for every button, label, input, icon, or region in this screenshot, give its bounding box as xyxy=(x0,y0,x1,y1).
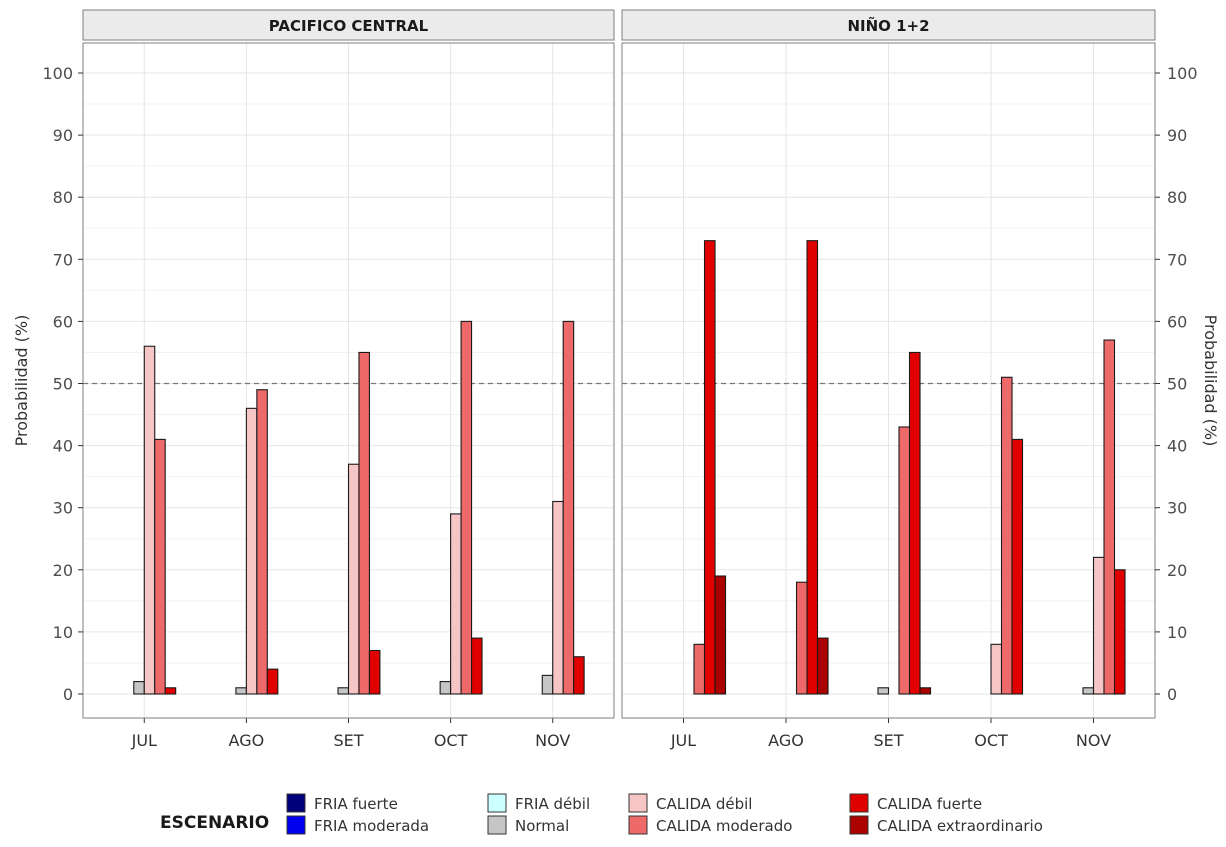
bar xyxy=(806,240,819,695)
bar xyxy=(990,643,1003,695)
legend-swatch xyxy=(286,793,306,813)
panel-strip xyxy=(621,9,1156,41)
bar xyxy=(1103,339,1116,695)
y-tick-label-left: 50 xyxy=(53,375,73,394)
bar xyxy=(133,681,145,695)
bar xyxy=(235,687,247,695)
y-tick-label-right: 10 xyxy=(1167,623,1187,642)
legend-label: CALIDA fuerte xyxy=(877,795,982,813)
x-tick-label: AGO xyxy=(229,731,265,750)
x-tick-label: JUL xyxy=(131,731,157,750)
bar xyxy=(245,407,258,695)
legend-label: FRIA fuerte xyxy=(314,795,398,813)
legend-swatch xyxy=(849,793,869,813)
y-tick-label-right: 70 xyxy=(1167,250,1187,269)
y-tick-label-right: 100 xyxy=(1167,64,1198,83)
bar xyxy=(562,320,575,695)
panel-title: PACIFICO CENTRAL xyxy=(269,17,429,35)
legend-label: CALIDA extraordinario xyxy=(877,817,1043,835)
x-tick-label: SET xyxy=(873,731,903,750)
bar xyxy=(541,674,554,695)
y-axis-title-right: Probabilidad (%) xyxy=(1201,315,1220,447)
bar xyxy=(703,240,716,695)
x-tick-label: NOV xyxy=(535,731,570,750)
y-tick-label-right: 40 xyxy=(1167,437,1187,456)
bar xyxy=(368,649,381,695)
y-tick-label-right: 90 xyxy=(1167,126,1187,145)
bar xyxy=(1113,569,1126,695)
y-tick-label-left: 60 xyxy=(53,312,73,331)
legend-label: CALIDA débil xyxy=(656,795,752,813)
y-tick-label-left: 10 xyxy=(53,623,73,642)
x-tick-label: JUL xyxy=(670,731,696,750)
legend-label: CALIDA moderado xyxy=(656,817,792,835)
bar xyxy=(439,681,452,695)
y-tick-label-right: 20 xyxy=(1167,561,1187,580)
legend-title: ESCENARIO xyxy=(160,813,269,833)
legend-label: Normal xyxy=(515,817,569,835)
y-tick-label-left: 90 xyxy=(53,126,73,145)
bar xyxy=(573,656,585,695)
bar xyxy=(460,320,473,695)
bar xyxy=(816,637,829,695)
bar xyxy=(337,687,350,695)
x-tick-label: NOV xyxy=(1076,731,1111,750)
y-tick-label-left: 20 xyxy=(53,561,73,580)
bar xyxy=(898,426,911,695)
panel-border xyxy=(82,42,615,719)
bar xyxy=(347,463,360,695)
legend-label: FRIA débil xyxy=(515,795,590,813)
bar xyxy=(164,687,177,695)
bar xyxy=(1000,376,1013,695)
bar xyxy=(1092,556,1105,695)
y-tick-label-right: 30 xyxy=(1167,499,1187,518)
legend-swatch xyxy=(628,815,648,835)
bar xyxy=(266,668,279,695)
legend-swatch xyxy=(628,793,648,813)
bar xyxy=(552,500,564,695)
legend-label: FRIA moderada xyxy=(314,817,429,835)
y-tick-label-left: 30 xyxy=(53,499,73,518)
y-tick-label-left: 70 xyxy=(53,250,73,269)
bar xyxy=(714,575,727,695)
legend-swatch xyxy=(487,793,507,813)
x-tick-label: OCT xyxy=(974,731,1008,750)
x-tick-label: SET xyxy=(333,731,363,750)
panel-border xyxy=(621,42,1156,719)
y-tick-label-right: 60 xyxy=(1167,312,1187,331)
bar xyxy=(1011,438,1024,695)
bar xyxy=(143,345,156,695)
legend-swatch xyxy=(487,815,507,835)
panel-strip xyxy=(82,9,615,41)
bar xyxy=(908,351,921,695)
bar xyxy=(470,637,483,695)
bar xyxy=(877,687,890,695)
bar xyxy=(1082,687,1095,695)
panel-title: NIÑO 1+2 xyxy=(847,16,929,35)
bar xyxy=(256,389,268,695)
legend-swatch xyxy=(849,815,869,835)
y-axis-title-left: Probabilidad (%) xyxy=(12,315,31,447)
y-tick-label-right: 80 xyxy=(1167,188,1187,207)
x-tick-label: OCT xyxy=(434,731,468,750)
y-tick-label-left: 0 xyxy=(63,685,73,704)
bar xyxy=(795,581,808,695)
bar xyxy=(358,351,370,695)
bar xyxy=(693,643,706,695)
bar xyxy=(919,687,932,695)
bar xyxy=(154,438,166,695)
y-tick-label-right: 0 xyxy=(1167,685,1177,704)
y-tick-label-left: 40 xyxy=(53,437,73,456)
y-tick-label-left: 100 xyxy=(42,64,73,83)
y-tick-label-left: 80 xyxy=(53,188,73,207)
y-tick-label-right: 50 xyxy=(1167,375,1187,394)
legend-swatch xyxy=(286,815,306,835)
x-tick-label: AGO xyxy=(768,731,804,750)
bar xyxy=(450,513,462,695)
